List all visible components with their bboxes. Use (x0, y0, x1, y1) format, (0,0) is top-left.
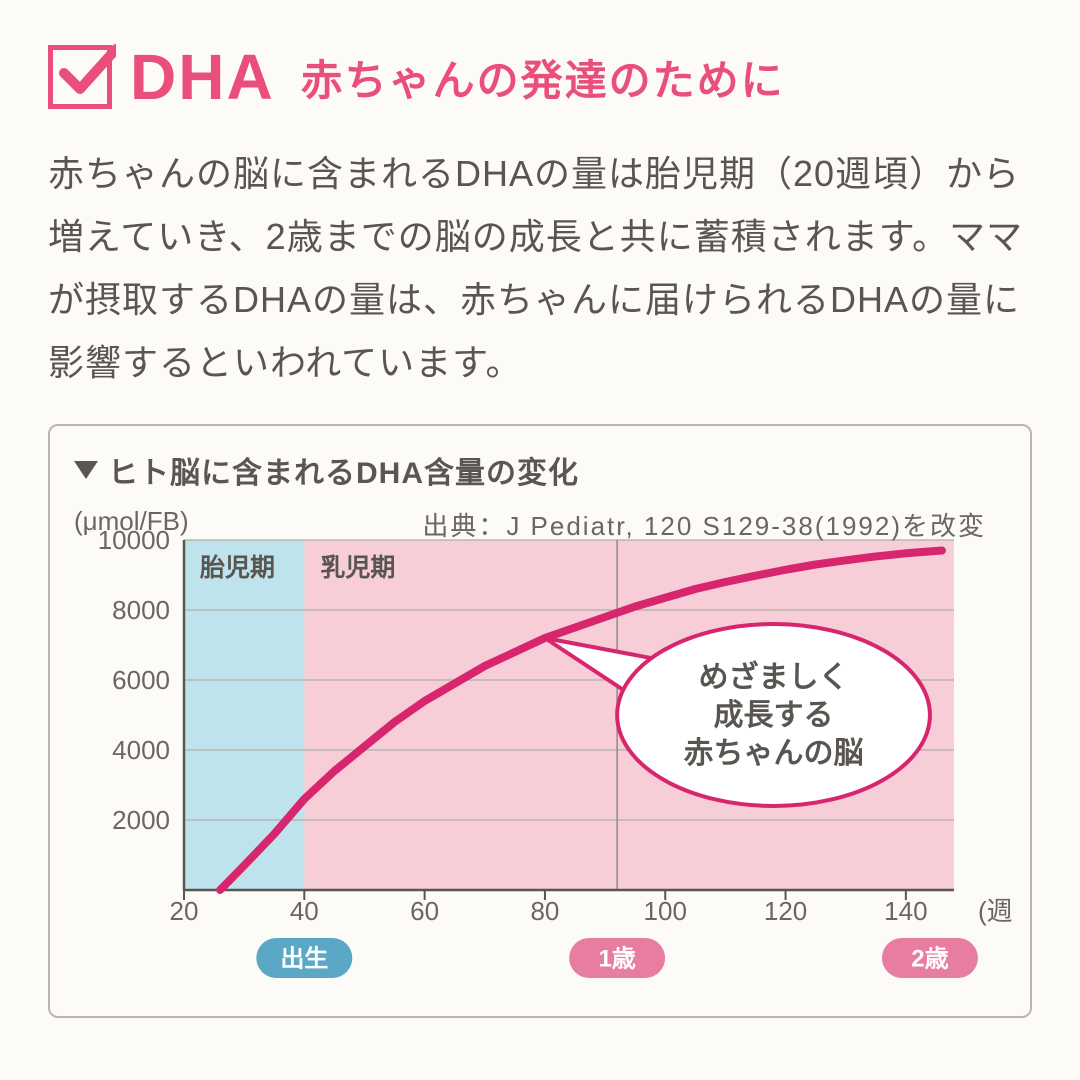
body-text: 赤ちゃんの脳に含まれるDHAの量は胎児期（20週頃）から増えていき、2歳までの脳… (48, 142, 1032, 394)
svg-text:120: 120 (764, 896, 807, 926)
heading-subtitle: 赤ちゃんの発達のために (301, 47, 785, 108)
y-axis-unit: (μmol/FB) (74, 506, 189, 537)
svg-text:6000: 6000 (112, 665, 170, 695)
svg-text:乳児期: 乳児期 (320, 553, 395, 582)
svg-text:2歳: 2歳 (911, 944, 948, 972)
svg-text:(週数): (週数) (978, 896, 1014, 926)
triangle-icon (74, 461, 98, 479)
panel-title: ヒト脳に含まれるDHA含量の変化 (74, 448, 1006, 492)
svg-text:赤ちゃんの脳: 赤ちゃんの脳 (684, 737, 864, 770)
svg-text:4000: 4000 (112, 735, 170, 765)
dha-chart: 200040006000800010000胎児期乳児期めざましく成長する赤ちゃん… (74, 510, 1014, 990)
svg-text:めざましく: めざましく (699, 660, 849, 694)
svg-text:100: 100 (644, 896, 687, 926)
chart-wrap: (μmol/FB) 出典：J Pediatr, 120 S129-38(1992… (74, 510, 1006, 990)
svg-text:胎児期: 胎児期 (200, 553, 275, 582)
svg-text:成長する: 成長する (714, 699, 834, 732)
svg-text:20: 20 (170, 896, 199, 926)
chart-panel: ヒト脳に含まれるDHA含量の変化 (μmol/FB) 出典：J Pediatr,… (48, 424, 1032, 1018)
svg-text:8000: 8000 (112, 595, 170, 625)
svg-text:2000: 2000 (112, 805, 170, 835)
heading-main: DHA (130, 40, 275, 114)
svg-text:出生: 出生 (280, 945, 328, 972)
heading: DHA 赤ちゃんの発達のために (48, 40, 1032, 114)
svg-text:80: 80 (530, 896, 559, 926)
svg-text:1歳: 1歳 (598, 944, 635, 972)
svg-text:40: 40 (290, 896, 319, 926)
checkmark-icon (48, 45, 112, 109)
svg-text:140: 140 (884, 896, 927, 926)
svg-text:60: 60 (410, 896, 439, 926)
panel-title-text: ヒト脳に含まれるDHA含量の変化 (108, 448, 579, 492)
chart-source: 出典：J Pediatr, 120 S129-38(1992)を改変 (422, 506, 986, 543)
